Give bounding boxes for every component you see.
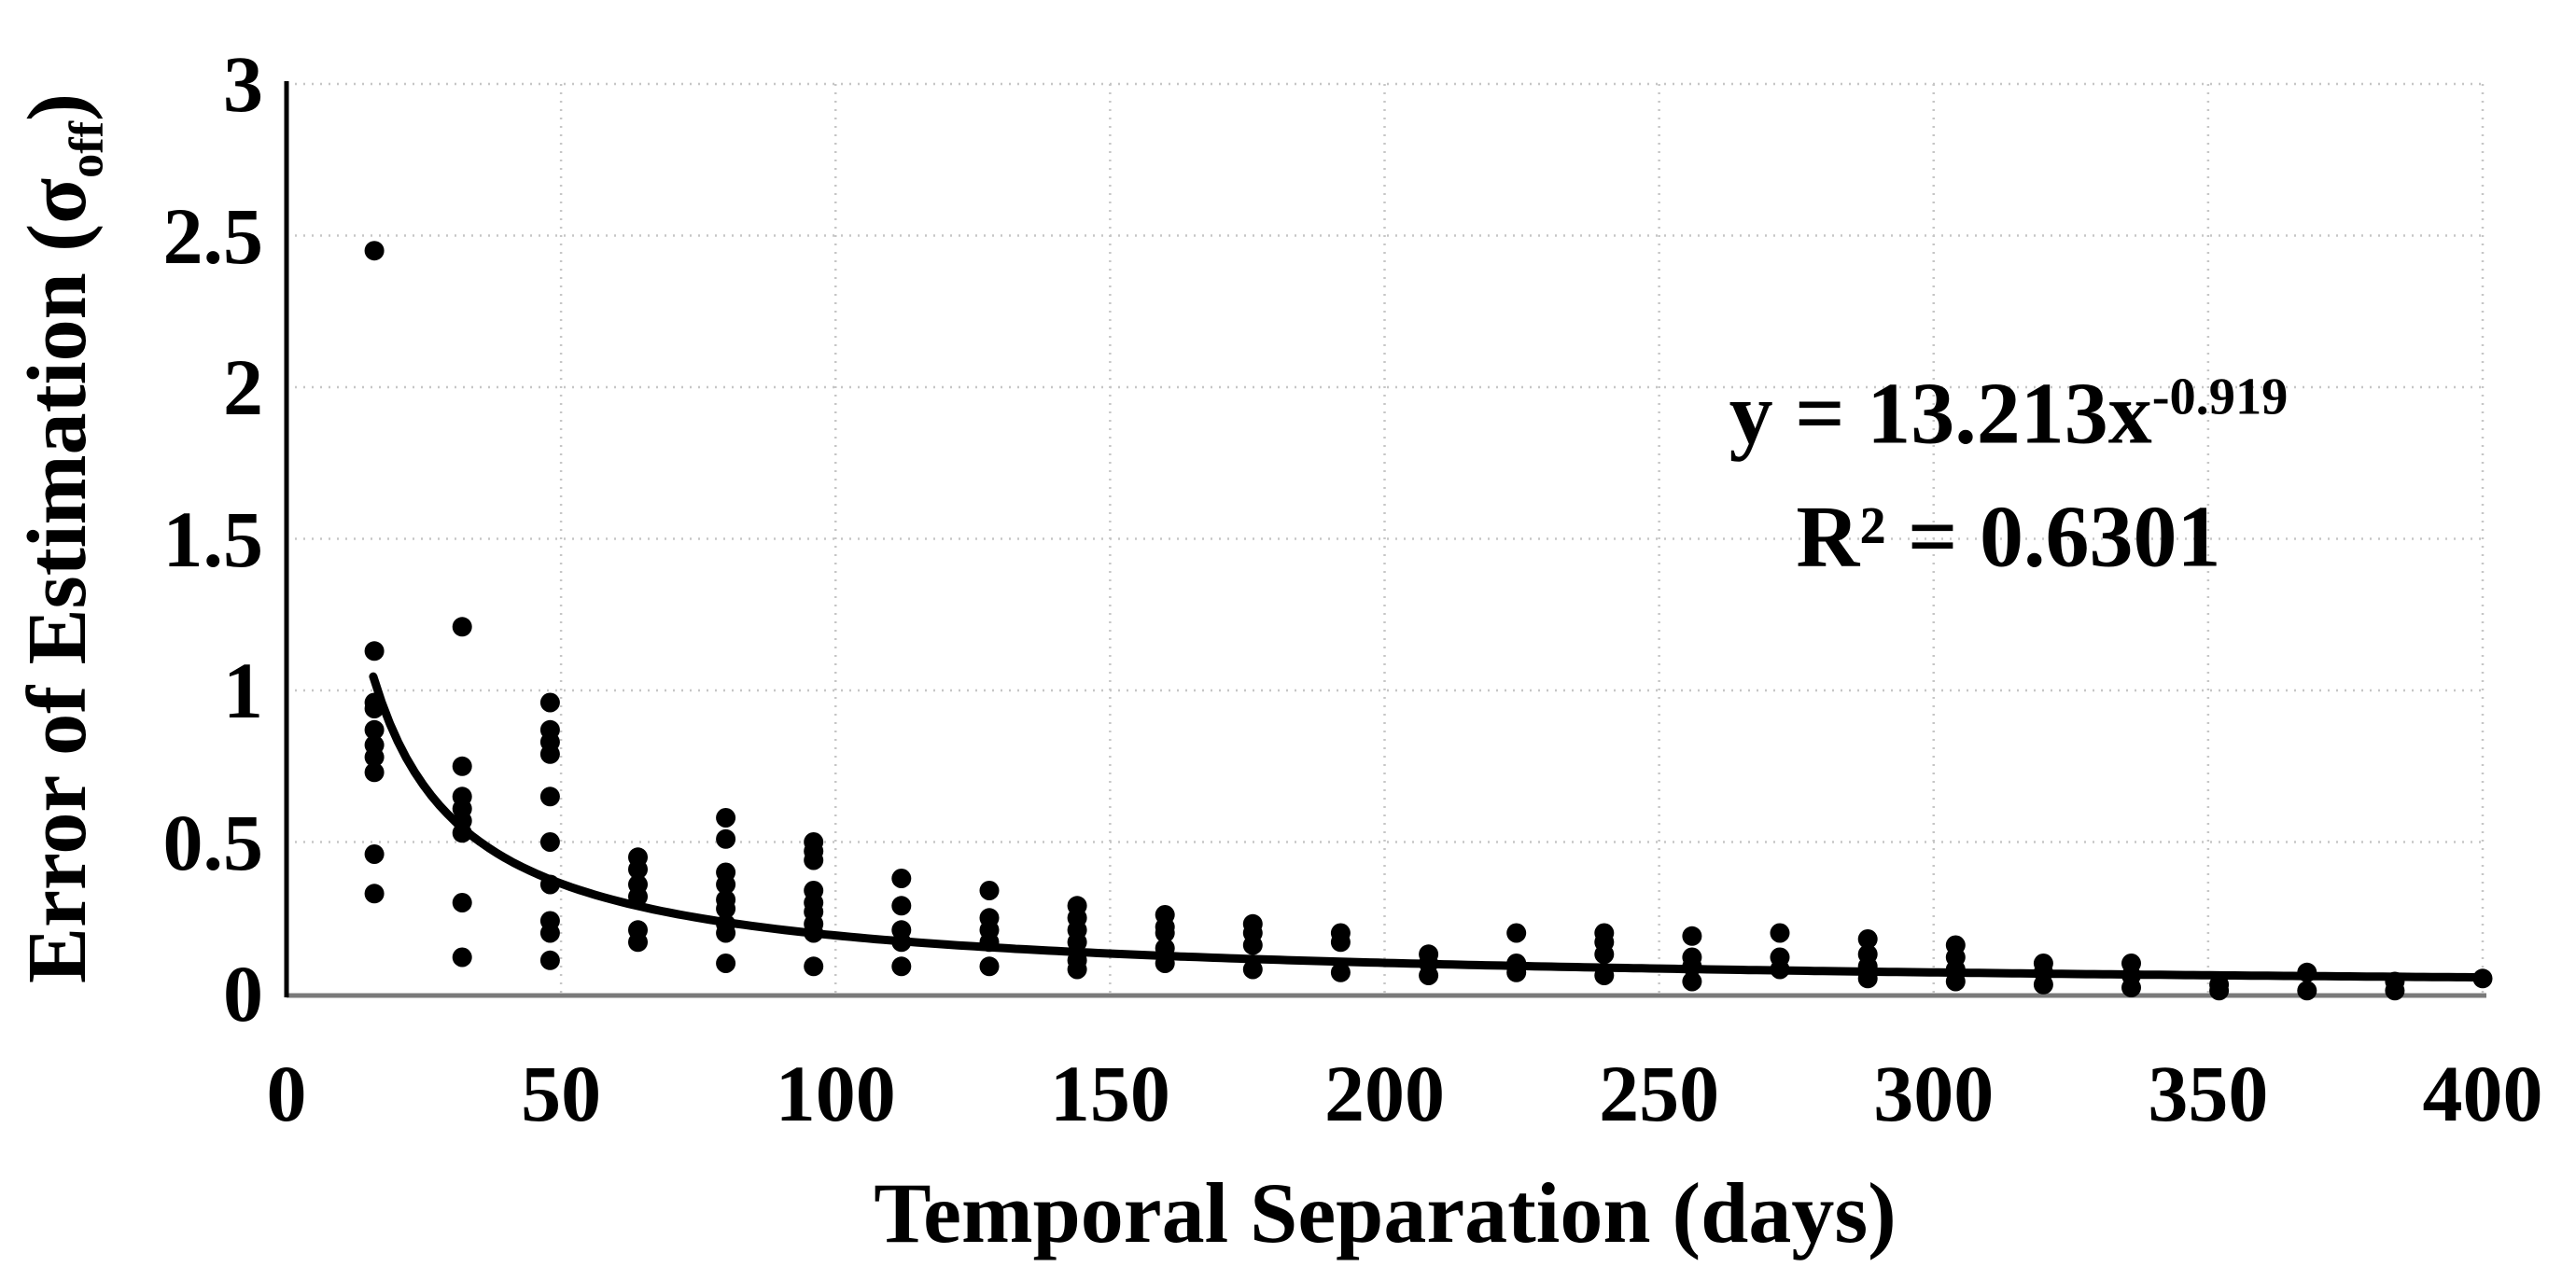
- data-point: [1770, 959, 1790, 980]
- data-point: [364, 884, 385, 904]
- data-point: [1594, 944, 1615, 965]
- y-tick-label: 1: [223, 646, 263, 735]
- data-point: [1067, 932, 1087, 953]
- data-point: [1242, 959, 1263, 980]
- x-axis-title: Temporal Separation (days): [874, 1165, 1897, 1260]
- gridlines: [287, 82, 2485, 994]
- x-tick-label: 250: [1599, 1049, 1720, 1138]
- data-point: [891, 869, 912, 888]
- data-point: [1682, 971, 1702, 992]
- data-point: [1506, 962, 1527, 982]
- data-point: [364, 747, 385, 767]
- data-point: [1682, 956, 1702, 977]
- y-tick-label: 3: [223, 39, 263, 129]
- x-tick-label: 100: [775, 1049, 896, 1138]
- y-tick-label: 0: [223, 949, 263, 1038]
- data-point: [539, 923, 560, 943]
- data-point: [1945, 971, 1966, 992]
- data-point: [979, 956, 1000, 977]
- data-point: [452, 893, 472, 912]
- data-point: [1419, 966, 1439, 985]
- y-tick-label: 1.5: [162, 494, 264, 584]
- trendline-equation-exponent: -0.919: [2151, 368, 2289, 426]
- data-point: [2033, 974, 2053, 995]
- data-point: [539, 874, 560, 895]
- x-tick-label: 150: [1049, 1049, 1170, 1138]
- data-point: [2385, 981, 2405, 1001]
- data-point: [804, 923, 824, 943]
- x-tick-label: 0: [266, 1049, 307, 1138]
- data-point: [364, 641, 385, 661]
- data-point: [364, 844, 385, 864]
- trendline-r-squared: R² = 0.6301: [1796, 488, 2221, 585]
- data-point: [364, 699, 385, 718]
- data-point: [1242, 935, 1263, 955]
- data-point: [716, 923, 736, 943]
- data-point: [539, 832, 560, 852]
- data-point: [1506, 923, 1527, 943]
- data-point: [2297, 981, 2317, 1001]
- data-point: [891, 932, 912, 953]
- x-tick-label: 350: [2148, 1049, 2269, 1138]
- data-point: [628, 886, 648, 907]
- data-point: [1770, 923, 1790, 943]
- data-point: [539, 950, 560, 970]
- data-point: [979, 932, 1000, 953]
- data-point: [1594, 966, 1615, 985]
- data-point: [1155, 923, 1175, 943]
- data-point: [364, 241, 385, 261]
- data-point: [452, 947, 472, 968]
- x-tick-label: 300: [1873, 1049, 1995, 1138]
- data-point: [2297, 962, 2317, 982]
- data-point: [539, 787, 560, 807]
- trendline-equation: y = 13.213x-0.919: [1729, 365, 2289, 463]
- data-point: [1682, 926, 1702, 946]
- data-point: [979, 881, 1000, 900]
- data-point: [1330, 932, 1351, 953]
- data-point: [1155, 954, 1175, 973]
- trendline-annotation: y = 13.213x-0.919 R² = 0.6301: [1729, 353, 2289, 598]
- data-point: [539, 692, 560, 713]
- data-point: [452, 617, 472, 637]
- data-point: [716, 874, 736, 895]
- data-point: [364, 719, 385, 740]
- data-point: [891, 896, 912, 916]
- x-tick-label: 400: [2422, 1049, 2543, 1138]
- data-point: [452, 756, 472, 776]
- y-tick-label: 0.5: [162, 797, 264, 887]
- data-point: [364, 762, 385, 783]
- data-point: [628, 859, 648, 880]
- data-point: [539, 744, 560, 764]
- data-point: [2209, 981, 2230, 1001]
- data-point: [716, 808, 736, 828]
- data-point: [1857, 929, 1878, 949]
- x-tick-label: 200: [1324, 1049, 1445, 1138]
- data-point: [716, 954, 736, 973]
- data-point: [628, 932, 648, 953]
- data-point: [716, 828, 736, 849]
- data-point: [804, 956, 824, 977]
- y-tick-label: 2: [223, 342, 263, 432]
- x-tick-label: 50: [521, 1049, 602, 1138]
- data-point: [1857, 968, 1878, 989]
- data-point: [2121, 978, 2141, 997]
- data-point: [804, 850, 824, 870]
- data-point: [891, 956, 912, 977]
- y-axis-title-subscript: off: [59, 121, 114, 178]
- data-point: [1155, 938, 1175, 958]
- data-point: [1067, 959, 1087, 980]
- data-point: [452, 823, 472, 843]
- trendline: [369, 672, 2486, 982]
- data-points: [364, 241, 2493, 1001]
- data-point: [2472, 968, 2493, 989]
- y-tick-label: 2.5: [162, 190, 264, 281]
- data-point: [716, 898, 736, 919]
- data-point: [1330, 962, 1351, 982]
